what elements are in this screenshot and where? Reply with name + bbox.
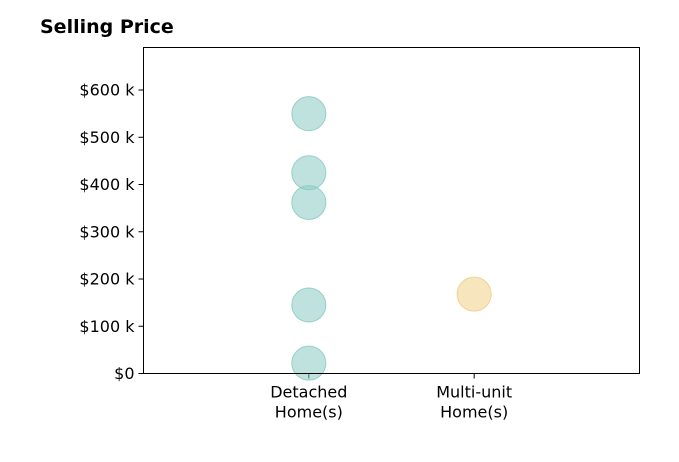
y-tick-label: $400 k: [79, 175, 135, 194]
y-tick-label: $500 k: [79, 128, 135, 147]
data-point: [291, 155, 327, 191]
data-point: [291, 184, 327, 220]
y-tick-label: $200 k: [79, 270, 135, 289]
y-axis: $0 $100 k $200 k $300 k $400 k $500 k $600 k: [79, 81, 144, 383]
y-tick-label: $300 k: [79, 222, 135, 241]
y-tick-label: $0: [114, 364, 134, 383]
y-tick-label: $600 k: [79, 81, 135, 100]
y-tick-label: $100 k: [79, 317, 135, 336]
x-axis: Detached Home(s) Multi-unit Home(s): [270, 373, 512, 422]
data-point: [456, 276, 492, 312]
x-tick-label: Multi-unit Home(s): [436, 383, 512, 422]
x-tick-label: Detached Home(s): [270, 383, 347, 422]
chart-title: Selling Price: [40, 16, 174, 38]
plot-frame: [143, 47, 640, 374]
data-point: [291, 287, 327, 323]
data-point: [291, 96, 327, 132]
data-points: [291, 96, 492, 381]
data-point: [291, 345, 327, 381]
